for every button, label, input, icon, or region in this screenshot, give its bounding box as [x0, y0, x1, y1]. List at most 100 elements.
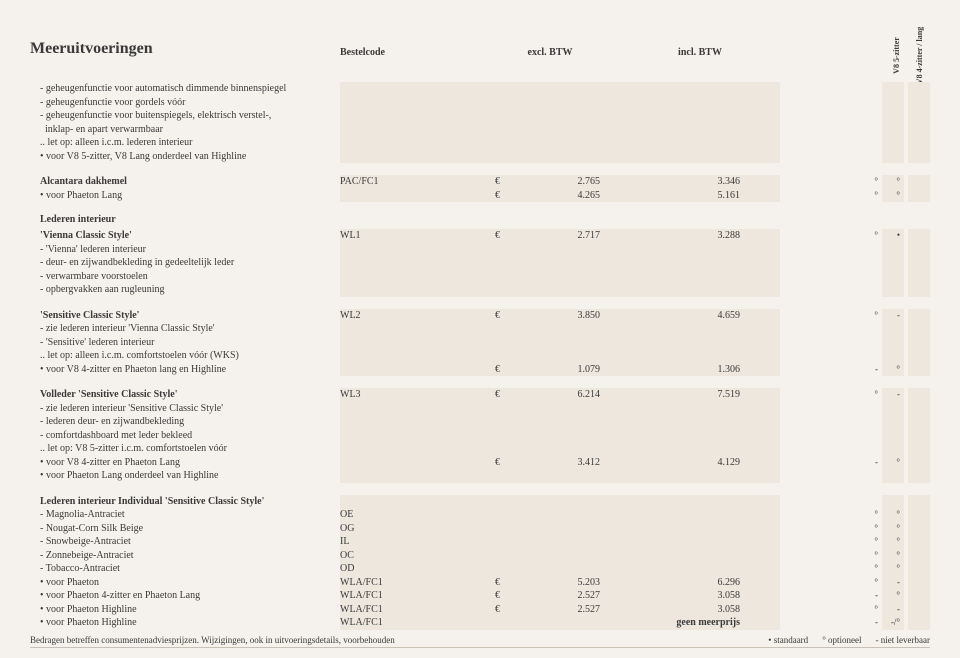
- marker-v1: -: [780, 616, 878, 628]
- text-line: .. let op: alleen i.c.m. lederen interie…: [40, 136, 340, 150]
- footer-text: Bedragen betreffen consumentenadviesprij…: [30, 635, 395, 645]
- marker-v2: -: [878, 576, 900, 588]
- currency: €: [480, 363, 500, 377]
- order-code: WL3: [340, 388, 480, 402]
- item-name: 'Vienna Classic Style': [40, 229, 340, 243]
- item-name: • voor Phaeton: [40, 576, 340, 590]
- marker-v2: °: [878, 535, 900, 547]
- item-name: • voor Phaeton Lang: [40, 189, 340, 203]
- marker-v2: °: [878, 549, 900, 561]
- marker-v2: •: [878, 229, 900, 241]
- marker-v2: °: [878, 363, 900, 375]
- order-code: WLA/FC1: [340, 589, 480, 603]
- price-incl: 6.296: [620, 576, 780, 590]
- marker-v1: °: [780, 562, 878, 574]
- order-code: WLA/FC1: [340, 603, 480, 617]
- text-line: - zie lederen interieur 'Vienna Classic …: [40, 322, 340, 336]
- price-excl: 1.079: [500, 363, 620, 377]
- price-excl: 2.527: [500, 589, 620, 603]
- order-code: WL2: [340, 309, 480, 323]
- price-incl: 4.659: [620, 309, 780, 323]
- text-line: .. let op: alleen i.c.m. comfortstoelen …: [40, 349, 340, 363]
- order-code: IL: [340, 535, 480, 549]
- text-line: - zie lederen interieur 'Sensitive Class…: [40, 402, 340, 416]
- text-line: • voor Phaeton Lang onderdeel van Highli…: [40, 469, 340, 483]
- col-incl: incl. BTW: [620, 47, 780, 58]
- item-name: - Snowbeige-Antraciet: [40, 535, 340, 549]
- text-line: - lederen deur- en zijwandbekleding: [40, 415, 340, 429]
- marker-v1: °: [780, 549, 878, 561]
- block-alcantara: Alcantara dakhemel PAC/FC1 € 2.765 3.346…: [30, 175, 930, 202]
- item-name: • voor Phaeton Highline: [40, 603, 340, 617]
- order-code: WLA/FC1: [340, 576, 480, 590]
- item-name: - Tobacco-Antraciet: [40, 562, 340, 576]
- item-name: • voor Phaeton Highline: [40, 616, 340, 630]
- marker-v1: °: [780, 189, 878, 201]
- price-incl: 5.161: [620, 189, 780, 203]
- marker-v1: -: [780, 456, 878, 468]
- item-name: • voor V8 4-zitter en Phaeton Lang: [40, 456, 340, 470]
- currency: €: [480, 229, 500, 243]
- header: Meeruitvoeringen Bestelcode excl. BTW in…: [30, 28, 930, 58]
- text-line: - geheugenfunctie voor automatisch dimme…: [40, 82, 340, 96]
- marker-v1: °: [780, 522, 878, 534]
- price-excl: 4.265: [500, 189, 620, 203]
- item-name: Lederen interieur Individual 'Sensitive …: [40, 495, 340, 509]
- marker-v2: -: [878, 309, 900, 321]
- item-name: - Nougat-Corn Silk Beige: [40, 522, 340, 536]
- marker-v2: -: [878, 603, 900, 615]
- section-subhead: Lederen interieur: [30, 214, 930, 225]
- order-code: WL1: [340, 229, 480, 243]
- col-bestelcode: Bestelcode: [340, 47, 480, 58]
- text-line: .. let op: V8 5-zitter i.c.m. comfortsto…: [40, 442, 340, 456]
- legend-na: - niet leverbaar: [876, 635, 930, 645]
- marker-v2: °: [878, 456, 900, 468]
- order-code: WLA/FC1: [340, 616, 480, 630]
- currency: €: [480, 603, 500, 617]
- order-code: OD: [340, 562, 480, 576]
- item-name: • voor V8 4-zitter en Phaeton lang en Hi…: [40, 363, 340, 377]
- price-incl: 7.519: [620, 388, 780, 402]
- item-name: 'Sensitive Classic Style': [40, 309, 340, 323]
- price-incl: 4.129: [620, 456, 780, 470]
- marker-v1: -: [780, 363, 878, 375]
- price-excl: 3.850: [500, 309, 620, 323]
- legend-optional: ° optioneel: [822, 635, 861, 645]
- marker-v1: °: [780, 388, 878, 400]
- marker-v1: °: [780, 175, 878, 187]
- price-excl: 6.214: [500, 388, 620, 402]
- block-volleder: Volleder 'Sensitive Classic Style' WL3 €…: [30, 388, 930, 483]
- marker-v1: -: [780, 589, 878, 601]
- text-line: - deur- en zijwandbekleding in gedeeltel…: [40, 256, 340, 270]
- price-incl: 3.288: [620, 229, 780, 243]
- order-code: OE: [340, 508, 480, 522]
- item-name: Alcantara dakhemel: [40, 175, 340, 189]
- item-name: - Magnolia-Antraciet: [40, 508, 340, 522]
- item-name: Volleder 'Sensitive Classic Style': [40, 388, 340, 402]
- text-line: - 'Sensitive' lederen interieur: [40, 336, 340, 350]
- marker-v2: °: [878, 562, 900, 574]
- marker-v2: °: [878, 589, 900, 601]
- col-excl: excl. BTW: [480, 47, 620, 58]
- price-excl: 2.527: [500, 603, 620, 617]
- marker-v1: °: [780, 535, 878, 547]
- price-excl: 5.203: [500, 576, 620, 590]
- order-code: OC: [340, 549, 480, 563]
- price-incl: 3.346: [620, 175, 780, 189]
- order-code: PAC/FC1: [340, 175, 480, 189]
- marker-v1: °: [780, 309, 878, 321]
- price-excl: 2.717: [500, 229, 620, 243]
- marker-v2: °: [878, 508, 900, 520]
- currency: €: [480, 309, 500, 323]
- block-individual: Lederen interieur Individual 'Sensitive …: [30, 495, 930, 630]
- marker-v1: °: [780, 508, 878, 520]
- order-code: OG: [340, 522, 480, 536]
- variant-1: V8 5-zitter: [892, 37, 901, 74]
- marker-v1: °: [780, 603, 878, 615]
- text-line: • voor V8 5-zitter, V8 Lang onderdeel va…: [40, 150, 340, 164]
- legend: • standaard ° optioneel - niet leverbaar: [768, 635, 930, 645]
- text-line: - geheugenfunctie voor buitenspiegels, e…: [40, 109, 340, 123]
- page-title: Meeruitvoeringen: [30, 40, 340, 58]
- currency: €: [480, 175, 500, 189]
- block-sensitive: 'Sensitive Classic Style' WL2 € 3.850 4.…: [30, 309, 930, 377]
